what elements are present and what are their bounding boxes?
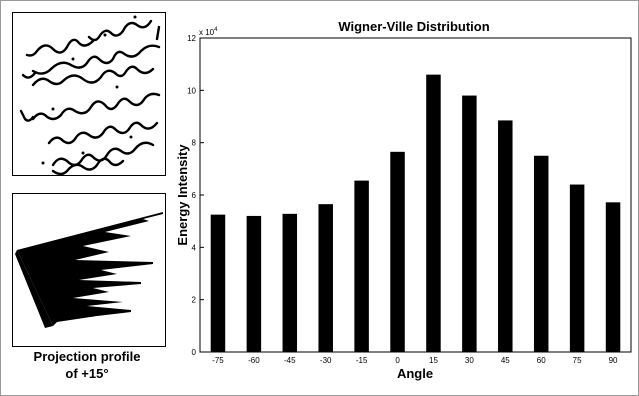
y-axis: 0 2 4 6 8 10 12: [187, 34, 204, 357]
caption-line-2: of +15°: [65, 366, 109, 381]
plot-area: [199, 37, 632, 353]
bar-0: [390, 151, 405, 352]
chart-title: Wigner-Ville Distribution: [338, 19, 489, 34]
y-tick-label: 4: [192, 243, 197, 252]
projection-profile-image: [12, 193, 166, 347]
bar--15: [354, 180, 369, 352]
x-tick-label: -60: [248, 356, 260, 365]
y-tick-label: 8: [192, 139, 197, 148]
x-tick-label: -45: [284, 356, 296, 365]
y-tick-label: 12: [187, 34, 196, 43]
x-tick-label: 75: [573, 356, 582, 365]
x-tick-label: 90: [609, 356, 618, 365]
y-exponent-base: x 10: [199, 28, 215, 37]
x-tick-label: 0: [395, 356, 400, 365]
bar--30: [318, 204, 333, 352]
y-axis-title: Energy Intensity: [175, 144, 190, 246]
x-tick-label: 30: [465, 356, 474, 365]
bar-series: [210, 74, 621, 353]
caption-line-1: Projection profile: [33, 349, 141, 364]
bar-60: [533, 155, 549, 352]
x-tick-label: -15: [356, 356, 368, 365]
bar--60: [246, 215, 262, 352]
bar-45: [498, 120, 513, 352]
x-tick-label: 45: [501, 356, 510, 365]
bar--45: [282, 213, 298, 352]
x-tick-label: -75: [212, 356, 224, 365]
x-tick-label: -30: [320, 356, 332, 365]
x-tick-label: 15: [429, 356, 438, 365]
x-axis-title: Angle: [397, 366, 433, 381]
bar-90: [605, 202, 621, 352]
bar-15: [426, 74, 441, 352]
y-tick-label: 0: [192, 348, 197, 357]
y-exponent-label: x 104: [199, 27, 218, 37]
bar-75: [569, 184, 585, 352]
bar--75: [210, 214, 226, 352]
y-exponent-power: 4: [214, 27, 218, 33]
handwriting-sample-image: [12, 12, 166, 176]
y-tick-label: 2: [192, 296, 197, 305]
y-tick-label: 6: [192, 191, 197, 200]
bar-30: [462, 95, 477, 353]
y-tick-label: 10: [187, 86, 196, 95]
x-tick-label: 60: [537, 356, 546, 365]
